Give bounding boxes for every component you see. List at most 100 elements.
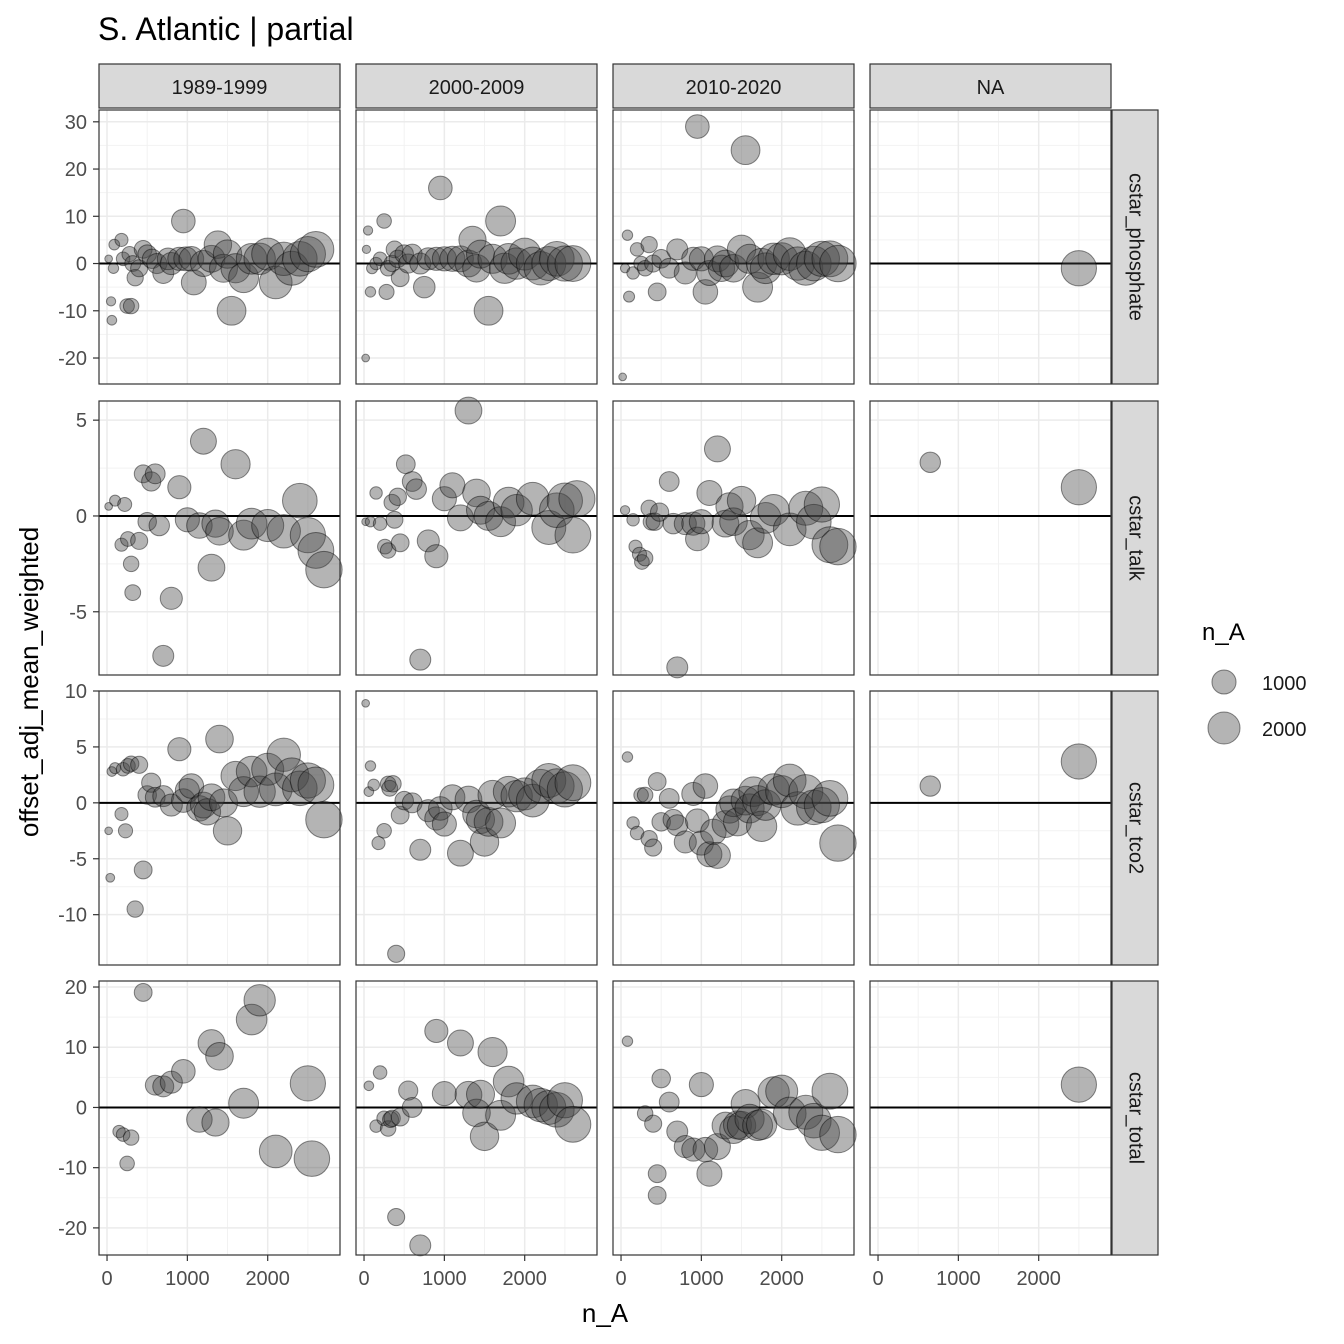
data-point bbox=[305, 550, 343, 589]
data-point bbox=[803, 1114, 840, 1151]
data-point bbox=[121, 246, 138, 263]
data-point bbox=[711, 509, 740, 538]
panel-cstar-total-2010-2020 bbox=[612, 980, 857, 1256]
data-point bbox=[186, 1106, 213, 1133]
legend-symbol bbox=[1211, 669, 1237, 695]
data-point bbox=[738, 776, 769, 807]
data-point bbox=[780, 791, 815, 826]
data-point bbox=[126, 269, 144, 287]
data-point bbox=[726, 485, 757, 516]
data-point bbox=[117, 823, 134, 839]
data-point bbox=[715, 795, 744, 824]
data-point bbox=[692, 279, 719, 305]
data-point bbox=[623, 290, 636, 303]
data-point bbox=[401, 792, 423, 814]
data-point bbox=[398, 253, 419, 274]
data-point bbox=[645, 512, 664, 531]
data-point bbox=[133, 860, 153, 880]
data-point bbox=[651, 1068, 671, 1089]
data-point bbox=[289, 1065, 326, 1102]
data-point bbox=[193, 798, 222, 826]
data-point bbox=[688, 830, 714, 856]
data-point bbox=[361, 698, 370, 708]
data-point bbox=[469, 1121, 500, 1152]
data-point bbox=[212, 816, 243, 846]
data-point bbox=[209, 253, 239, 283]
data-point bbox=[730, 135, 761, 166]
data-point bbox=[662, 808, 684, 831]
data-point bbox=[626, 816, 640, 830]
data-point bbox=[636, 549, 654, 567]
panel-cstar-talk-2000-2009 bbox=[355, 396, 598, 676]
data-point bbox=[473, 501, 504, 531]
data-point bbox=[376, 823, 392, 839]
data-point bbox=[539, 240, 575, 277]
column-strip-2010-2020 bbox=[612, 63, 855, 109]
data-point bbox=[115, 762, 131, 777]
y-tick-label: 10 bbox=[65, 1037, 87, 1059]
data-point bbox=[633, 255, 649, 272]
data-point bbox=[523, 251, 558, 286]
data-point bbox=[539, 492, 575, 529]
data-point bbox=[266, 241, 301, 276]
panel-background bbox=[613, 110, 854, 384]
data-point bbox=[500, 779, 533, 813]
data-point bbox=[372, 251, 388, 267]
data-point bbox=[376, 213, 392, 229]
panel-background bbox=[99, 110, 340, 384]
data-point bbox=[658, 1091, 680, 1113]
data-point bbox=[431, 246, 457, 272]
data-point bbox=[390, 268, 410, 288]
data-point bbox=[765, 1074, 799, 1108]
data-point bbox=[159, 793, 183, 817]
data-point bbox=[289, 235, 326, 273]
y-tick-label: -5 bbox=[69, 602, 87, 624]
data-point bbox=[462, 253, 491, 283]
y-tick-label: -10 bbox=[58, 905, 87, 927]
data-point bbox=[258, 1134, 293, 1169]
panel-border bbox=[355, 109, 598, 385]
data-point bbox=[428, 796, 453, 821]
data-point bbox=[364, 760, 377, 772]
data-point bbox=[152, 261, 175, 284]
data-point bbox=[243, 775, 276, 808]
panel-cstar-total-1989-1999 bbox=[98, 980, 341, 1256]
data-point bbox=[297, 230, 335, 268]
data-point bbox=[446, 1029, 474, 1057]
data-point bbox=[243, 984, 276, 1017]
data-point bbox=[115, 1127, 131, 1142]
data-point bbox=[216, 295, 247, 326]
data-point bbox=[681, 781, 706, 806]
data-point bbox=[485, 807, 517, 839]
data-point bbox=[788, 490, 824, 526]
data-point bbox=[546, 482, 583, 519]
y-axis-label: offset_adj_mean_weighted bbox=[14, 527, 44, 837]
data-point bbox=[390, 805, 410, 825]
data-point bbox=[388, 249, 407, 269]
data-point bbox=[673, 830, 697, 854]
data-point bbox=[401, 243, 423, 265]
data-point bbox=[398, 1080, 419, 1101]
data-point bbox=[439, 472, 466, 499]
data-point bbox=[473, 295, 504, 326]
data-point bbox=[282, 770, 318, 807]
data-point bbox=[546, 1082, 583, 1119]
data-point bbox=[251, 752, 285, 786]
data-point bbox=[372, 1065, 388, 1080]
x-tick-label: 0 bbox=[101, 1268, 112, 1290]
data-point bbox=[173, 246, 199, 272]
data-point bbox=[469, 827, 500, 857]
data-point bbox=[466, 239, 496, 269]
data-point bbox=[500, 1082, 533, 1115]
data-point bbox=[364, 516, 377, 528]
data-point bbox=[431, 486, 457, 512]
panel-cstar-total-na bbox=[869, 980, 1112, 1256]
data-point bbox=[742, 785, 774, 817]
y-tick-label: -20 bbox=[58, 348, 87, 370]
data-point bbox=[364, 286, 377, 298]
data-point bbox=[205, 1041, 234, 1071]
data-point bbox=[107, 262, 120, 274]
data-point bbox=[133, 464, 153, 484]
data-point bbox=[772, 763, 807, 798]
data-point bbox=[428, 175, 453, 201]
